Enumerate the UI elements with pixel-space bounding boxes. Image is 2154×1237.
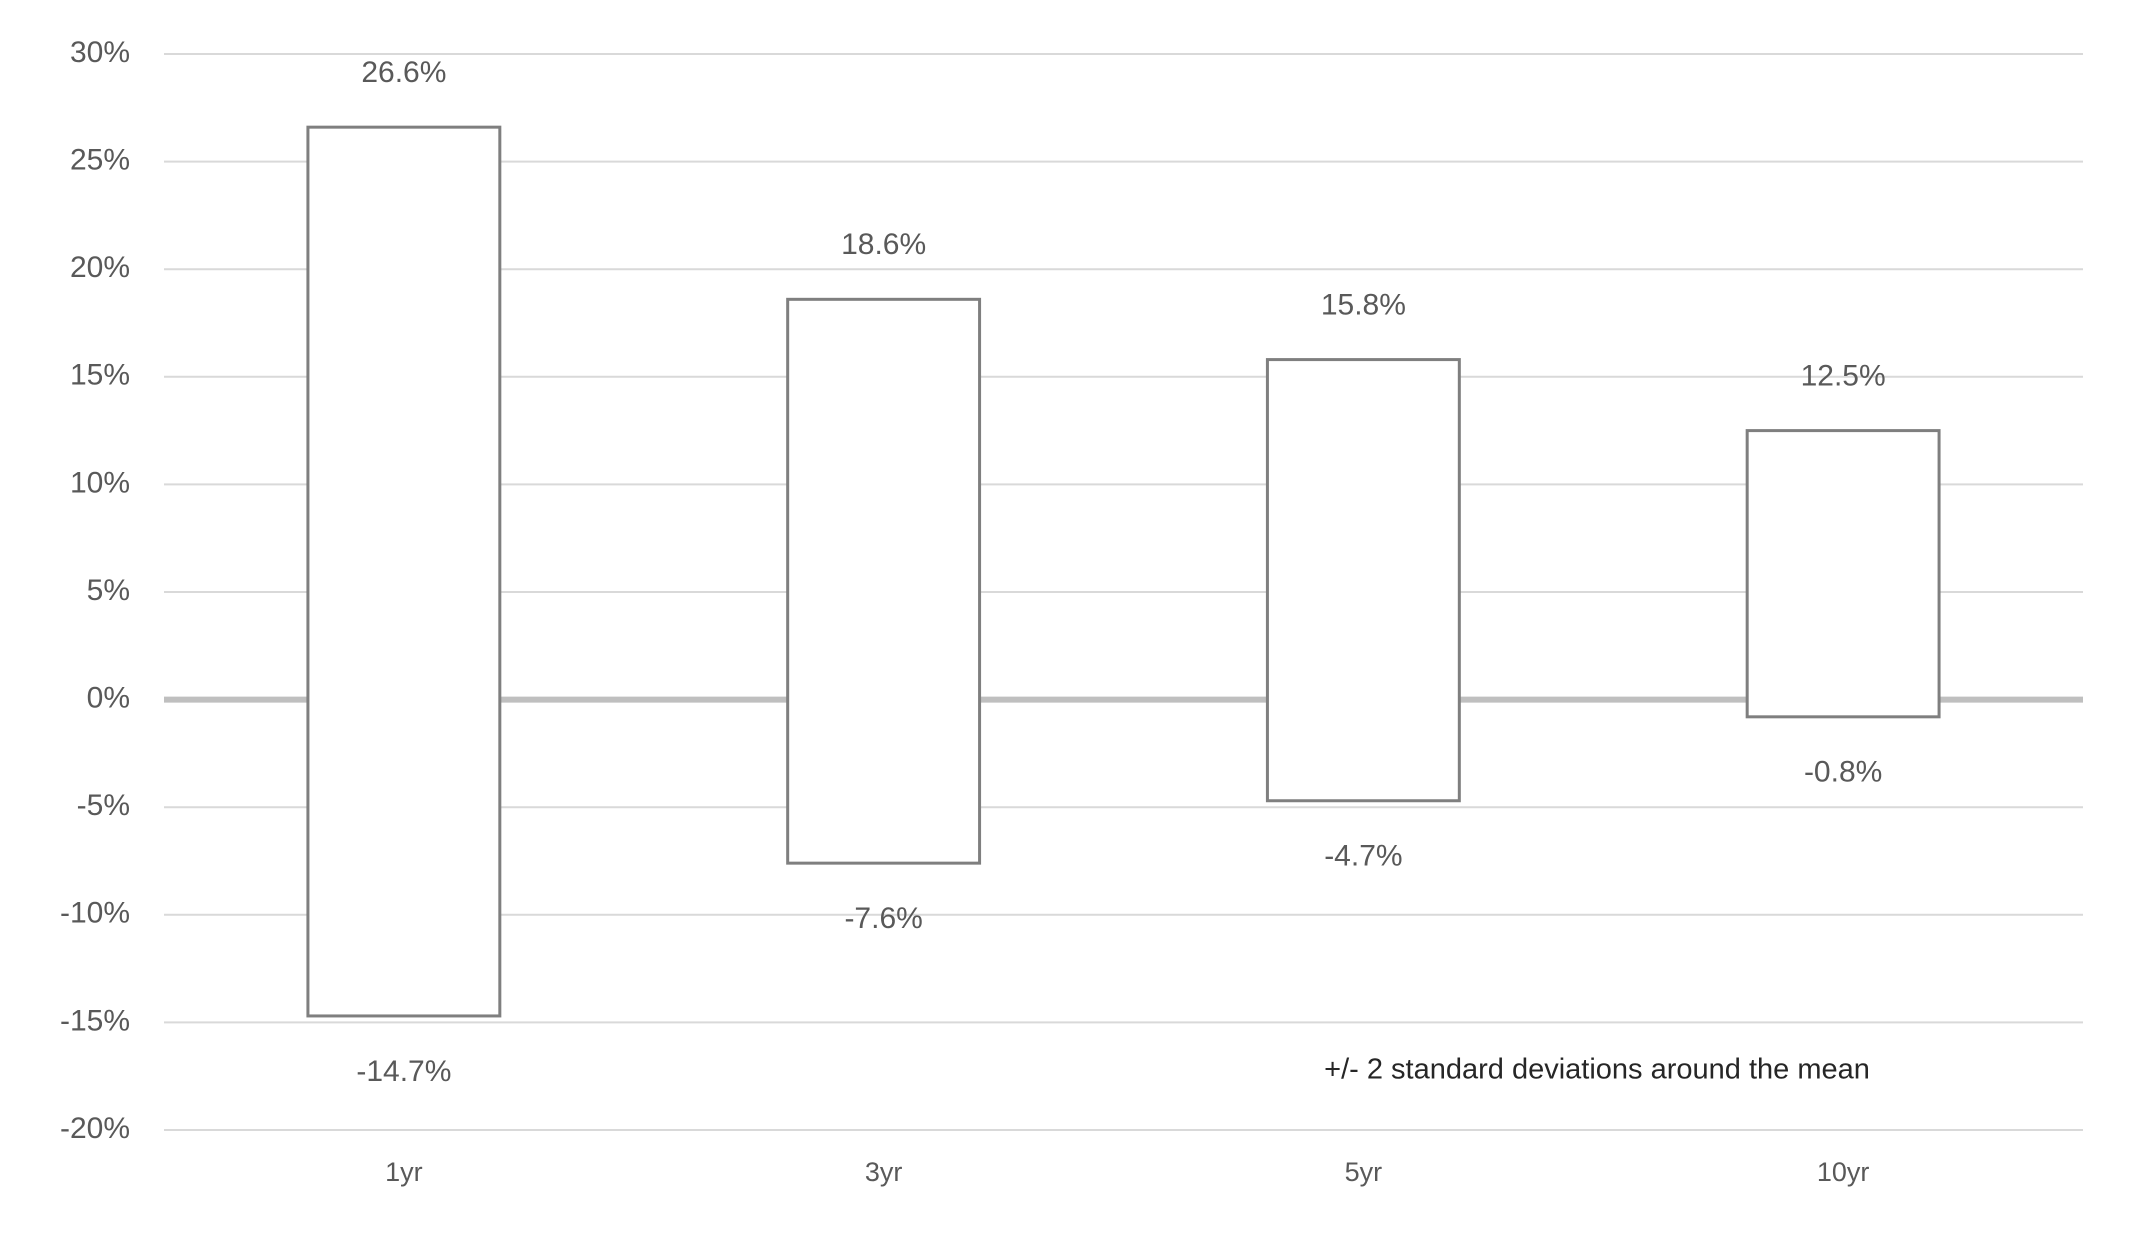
x-tick-label: 10yr bbox=[1817, 1157, 1870, 1187]
low-label: -14.7% bbox=[356, 1055, 451, 1088]
y-tick-label: 25% bbox=[70, 144, 130, 177]
y-tick-label: -5% bbox=[77, 789, 130, 822]
low-label: -4.7% bbox=[1324, 840, 1402, 873]
y-tick-label: 30% bbox=[70, 36, 130, 69]
y-tick-label: 5% bbox=[87, 574, 130, 607]
high-label: 26.6% bbox=[361, 56, 446, 89]
range-bar bbox=[306, 125, 502, 1018]
x-tick-label: 1yr bbox=[385, 1157, 423, 1187]
y-tick-label: 20% bbox=[70, 251, 130, 284]
y-tick-label: 15% bbox=[70, 359, 130, 392]
high-label: 15.8% bbox=[1321, 289, 1406, 322]
annotation: +/- 2 standard deviations around the mea… bbox=[1324, 1054, 1870, 1086]
y-tick-label: 0% bbox=[87, 682, 130, 715]
range-bar bbox=[786, 297, 982, 865]
y-tick-label: -20% bbox=[60, 1112, 130, 1145]
low-label: -7.6% bbox=[844, 902, 922, 935]
y-tick-label: -15% bbox=[60, 1004, 130, 1037]
x-tick-label: 3yr bbox=[865, 1157, 903, 1187]
y-tick-label: 10% bbox=[70, 466, 130, 499]
high-label: 12.5% bbox=[1801, 360, 1886, 393]
range-bar bbox=[1745, 429, 1941, 719]
y-tick-label: -10% bbox=[60, 897, 130, 930]
high-label: 18.6% bbox=[841, 228, 926, 261]
x-tick-label: 5yr bbox=[1345, 1157, 1383, 1187]
range-bar bbox=[1265, 358, 1461, 803]
low-label: -0.8% bbox=[1804, 756, 1882, 789]
